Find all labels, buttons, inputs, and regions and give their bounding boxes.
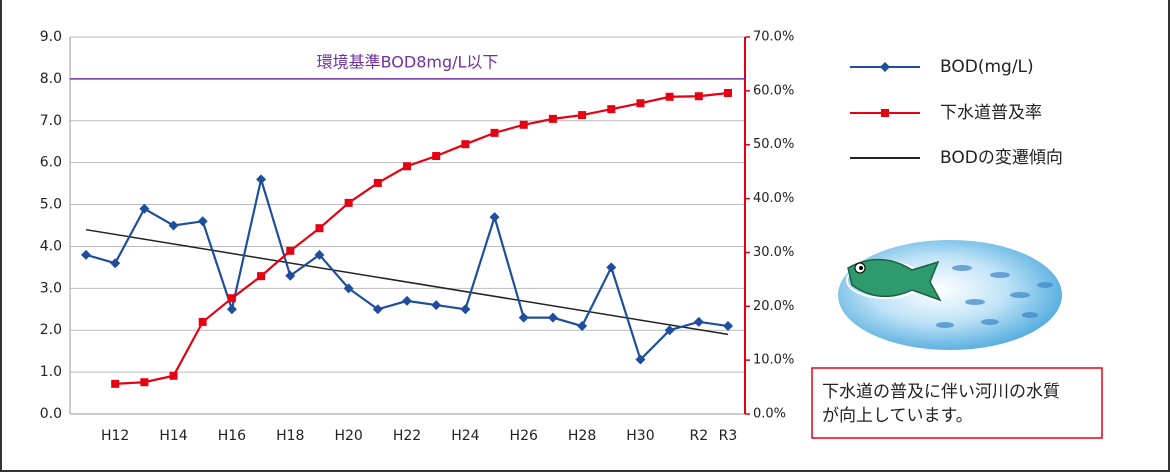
annotation-box — [812, 368, 1102, 438]
y2-tick-label: 50.0% — [753, 137, 794, 152]
x-tick-label: H30 — [626, 428, 654, 444]
marker — [315, 224, 323, 232]
x-tick-label: H20 — [334, 428, 362, 444]
marker — [724, 89, 732, 97]
marker — [374, 179, 382, 187]
marker — [549, 115, 557, 123]
marker — [666, 93, 674, 101]
y-tick-label: 9.0 — [40, 29, 62, 45]
x-tick-label: H12 — [101, 428, 129, 444]
y2-tick-label: 60.0% — [753, 83, 794, 98]
marker — [198, 216, 208, 226]
legend-label: 下水道普及率 — [940, 103, 1042, 123]
annotation-text: が向上しています。 — [822, 406, 973, 426]
y-tick-label: 3.0 — [40, 280, 62, 296]
annotation-text: 下水道の普及に伴い河川の水質 — [822, 382, 1060, 402]
marker — [490, 212, 500, 222]
legend-label: BODの変遷傾向 — [940, 148, 1063, 168]
marker — [694, 317, 704, 327]
marker — [169, 221, 179, 231]
marker — [228, 294, 236, 302]
legend-label: BOD(mg/L) — [940, 57, 1034, 77]
page: 0.0 1.0 2.0 3.0 4.0 5.0 6.0 7.0 8.0 9.0 0.0% 10.0% 2… — [0, 0, 1170, 472]
y2-tick-label: 0.0% — [753, 407, 786, 422]
marker — [431, 300, 441, 310]
marker — [286, 247, 294, 255]
marker — [695, 92, 703, 100]
marker — [170, 372, 178, 380]
y-tick-label: 8.0 — [40, 71, 62, 87]
x-tick-label: H14 — [159, 428, 187, 444]
marker — [432, 152, 440, 160]
marker — [460, 304, 470, 314]
trend-line — [86, 230, 728, 335]
marker — [140, 378, 148, 386]
y2-tick-label: 70.0% — [753, 30, 794, 45]
marker — [577, 321, 587, 331]
series-line — [86, 179, 728, 359]
y-tick-label: 7.0 — [40, 113, 62, 129]
x-tick-label: H18 — [276, 428, 304, 444]
marker — [110, 258, 120, 268]
legend-marker — [880, 62, 890, 72]
legend-marker — [881, 109, 889, 117]
y-tick-label: 1.0 — [40, 364, 62, 380]
chart: 0.0 1.0 2.0 3.0 4.0 5.0 6.0 7.0 8.0 9.0 0.0% 10.0% 2… — [0, 0, 1170, 472]
y-tick-label: 5.0 — [40, 197, 62, 213]
series-line — [115, 93, 728, 384]
marker — [257, 272, 265, 280]
x-tick-label: R2 — [689, 428, 708, 444]
marker — [606, 262, 616, 272]
marker — [256, 174, 266, 184]
marker — [199, 318, 207, 326]
x-tick-label: H28 — [568, 428, 596, 444]
x-tick-label: H16 — [218, 428, 246, 444]
marker — [111, 380, 119, 388]
fish-illustration — [838, 240, 1062, 350]
y2-tick-label: 10.0% — [753, 353, 794, 368]
marker — [519, 313, 529, 323]
y-tick-label: 2.0 — [40, 322, 62, 338]
x-tick-label: R3 — [719, 428, 738, 444]
marker — [723, 321, 733, 331]
y2-tick-label: 20.0% — [753, 299, 794, 314]
marker — [345, 199, 353, 207]
marker — [139, 204, 149, 214]
marker — [607, 105, 615, 113]
x-tick-label: H24 — [451, 428, 479, 444]
y-tick-label: 4.0 — [40, 238, 62, 254]
marker — [227, 304, 237, 314]
marker — [491, 129, 499, 137]
y-tick-label: 0.0 — [40, 406, 62, 422]
x-tick-label: H26 — [510, 428, 538, 444]
marker — [636, 99, 644, 107]
y-tick-label: 6.0 — [40, 155, 62, 171]
reference-label: 環境基準BOD8mg/L以下 — [317, 52, 499, 71]
marker — [578, 111, 586, 119]
marker — [403, 162, 411, 170]
marker — [81, 250, 91, 260]
x-tick-label: H22 — [393, 428, 421, 444]
marker — [548, 313, 558, 323]
marker — [461, 140, 469, 148]
marker — [402, 296, 412, 306]
y2-tick-label: 40.0% — [753, 191, 794, 206]
y2-tick-label: 30.0% — [753, 245, 794, 260]
marker — [520, 121, 528, 129]
